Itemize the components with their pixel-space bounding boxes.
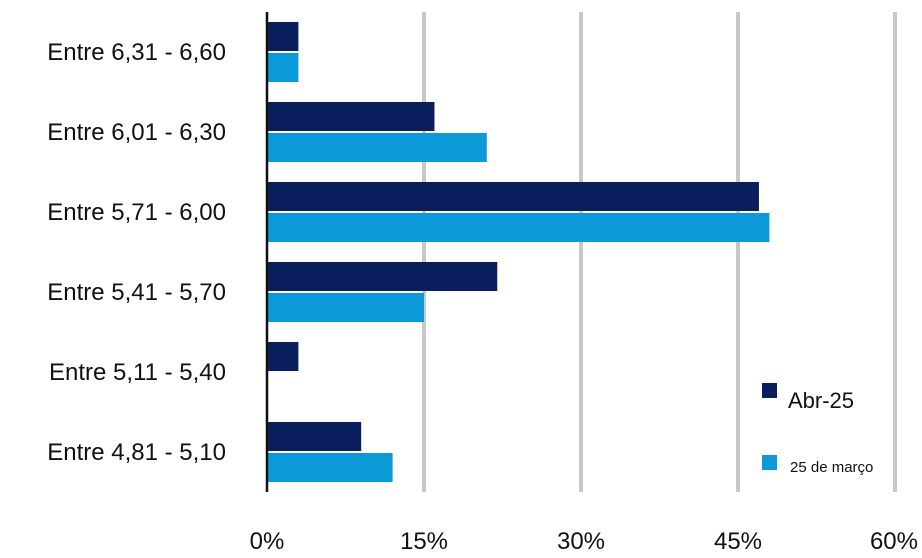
bar-25-de-marco-entre-6-31-6-60	[267, 53, 299, 82]
bar-25-de-marco-entre-6-01-6-30	[267, 133, 487, 162]
category-label-entre-5-41-5-70: Entre 5,41 - 5,70	[47, 279, 226, 306]
gridlines	[422, 12, 897, 492]
bar-abr-25-entre-6-01-6-30	[267, 102, 435, 131]
category-label-entre-5-11-5-40: Entre 5,11 - 5,40	[49, 359, 226, 386]
bar-25-de-marco-entre-5-41-5-70	[267, 293, 424, 322]
bar-abr-25-entre-6-31-6-60	[267, 22, 299, 51]
category-labels: Entre 6,31 - 6,60 Entre 6,01 - 6,30 Entre …	[47, 39, 226, 466]
x-tick-label-30: 30%	[557, 528, 605, 555]
bars	[267, 22, 770, 482]
bar-abr-25-entre-5-11-5-40	[267, 342, 299, 371]
bar-abr-25-entre-5-41-5-70	[267, 262, 498, 291]
bar-25-de-marco-entre-5-71-6-00	[267, 213, 770, 242]
legend-label-abr-25: Abr-25	[788, 388, 854, 413]
x-tick-labels: 0% 15% 30% 45% 60%	[250, 528, 918, 555]
bar-abr-25-entre-5-71-6-00	[267, 182, 759, 211]
x-tick-label-60: 60%	[870, 528, 918, 555]
category-label-entre-4-81-5-10: Entre 4,81 - 5,10	[47, 439, 226, 466]
x-tick-label-0: 0%	[250, 528, 285, 555]
legend-swatch-25-de-marco	[762, 455, 777, 470]
legend-label-25-de-marco: 25 de março	[790, 459, 873, 476]
category-label-entre-6-01-6-30: Entre 6,01 - 6,30	[47, 119, 226, 146]
bar-abr-25-entre-4-81-5-10	[267, 422, 362, 451]
legend: Abr-25 25 de março	[762, 383, 873, 476]
x-tick-label-15: 15%	[400, 528, 448, 555]
category-label-entre-5-71-6-00: Entre 5,71 - 6,00	[47, 199, 226, 226]
x-tick-label-45: 45%	[714, 528, 762, 555]
category-label-entre-6-31-6-60: Entre 6,31 - 6,60	[47, 39, 226, 66]
legend-swatch-abr-25	[762, 383, 777, 398]
bar-25-de-marco-entre-4-81-5-10	[267, 453, 393, 482]
